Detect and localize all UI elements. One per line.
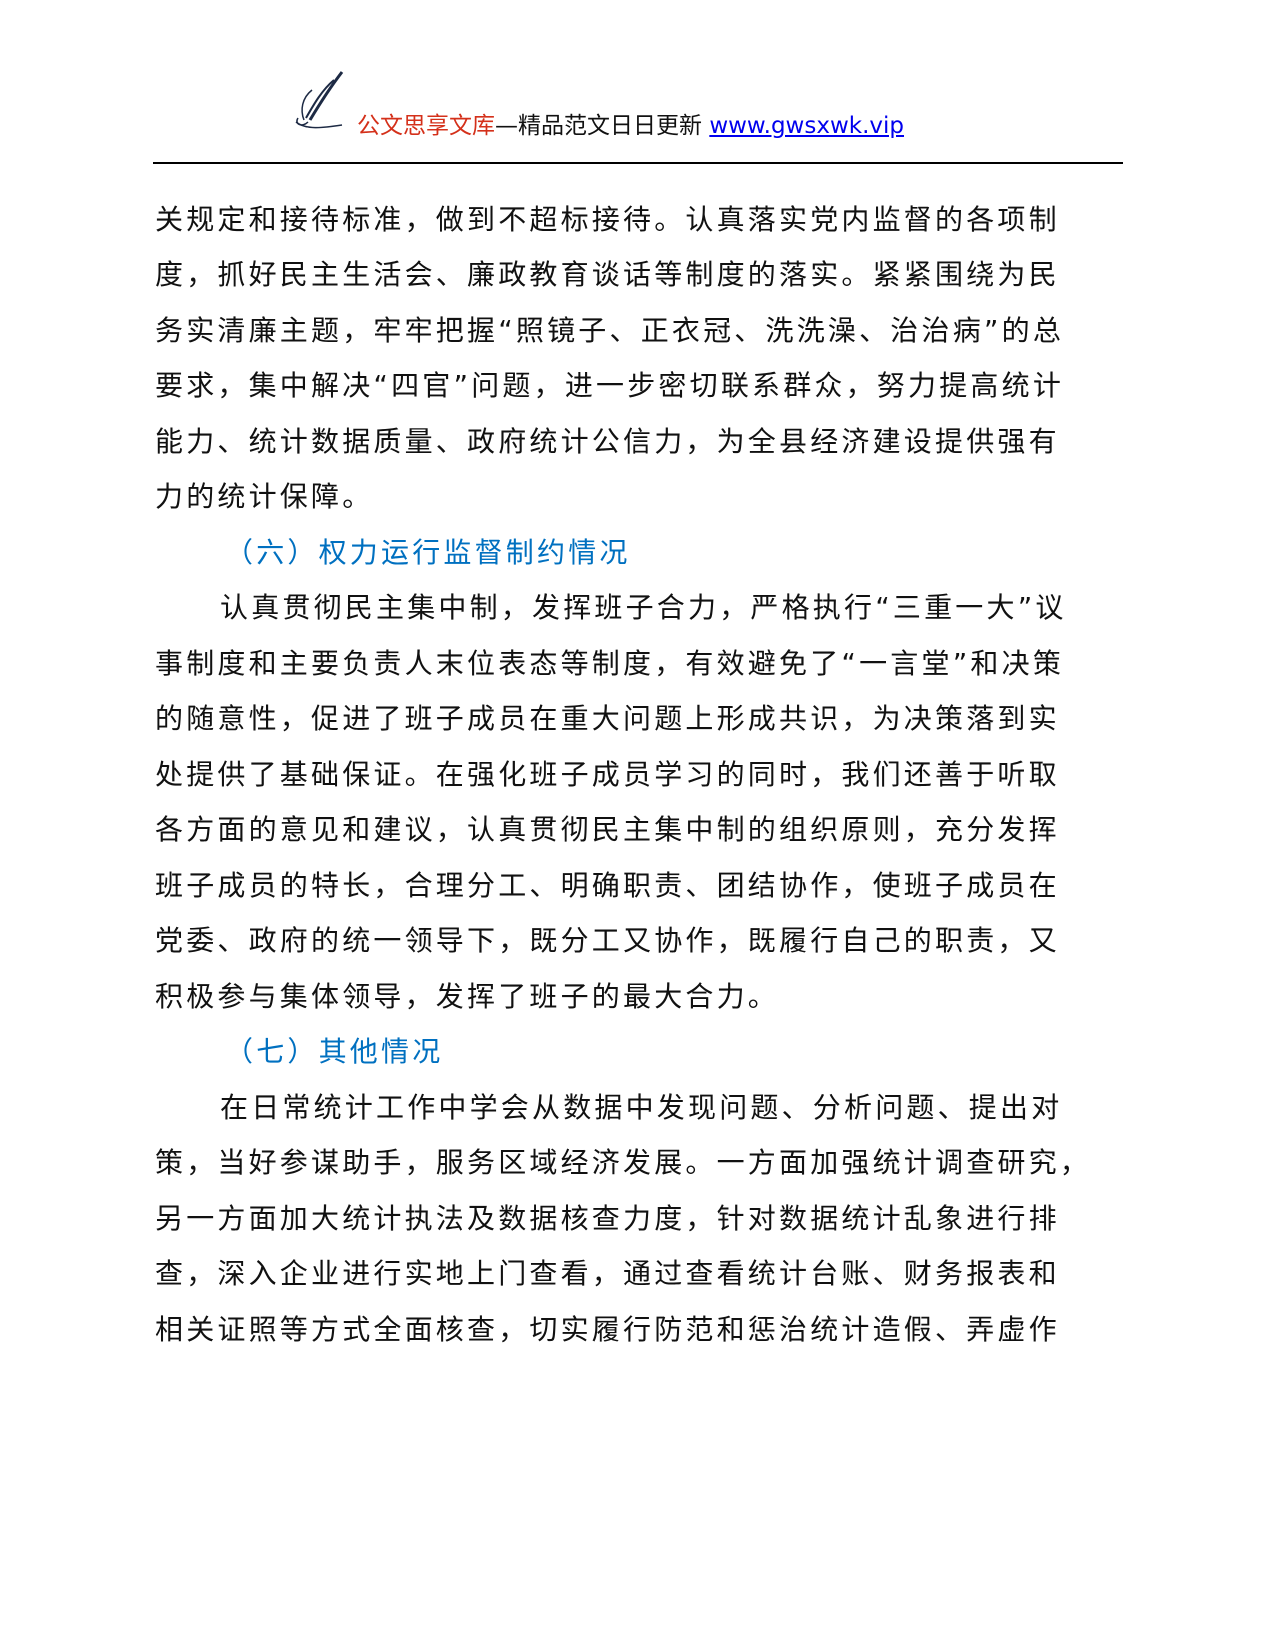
text-line: 在日常统计工作中学会从数据中发现问题、分析问题、提出对 xyxy=(220,1091,1063,1124)
text-line: 相关证照等方式全面核查，切实履行防范和惩治统计造假、弄虚作 xyxy=(155,1313,1060,1346)
header-divider xyxy=(153,162,1123,164)
text-line: 积极参与集体领导，发挥了班子的最大合力。 xyxy=(155,980,780,1013)
text-line: 能力、统计数据质量、政府统计公信力，为全县经济建设提供强有 xyxy=(155,425,1060,458)
text-line: 的随意性，促进了班子成员在重大问题上形成共识，为决策落到实 xyxy=(155,702,1060,735)
section-heading: （六）权力运行监督制约情况 xyxy=(225,536,631,569)
text-line: 力的统计保障。 xyxy=(155,480,374,513)
text-line: 务实清廉主题，牢牢把握“照镜子、正衣冠、洗洗澡、治治病”的总 xyxy=(155,314,1065,347)
site-link[interactable]: www.gwsxwk.vip xyxy=(709,113,904,139)
text-line: 各方面的意见和建议，认真贯彻民主集中制的组织原则，充分发挥 xyxy=(155,813,1060,846)
text-line: 党委、政府的统一领导下，既分工又协作，既履行自己的职责，又 xyxy=(155,924,1060,957)
text-line: 要求，集中解决“四官”问题，进一步密切联系群众，努力提高统计 xyxy=(155,369,1065,402)
text-line: 认真贯彻民主集中制，发挥班子合力，严格执行“三重一大”议 xyxy=(220,591,1067,624)
page-header: 公文思享文库—精品范文日日更新 www.gwsxwk.vip xyxy=(0,70,1275,140)
text-line: 处提供了基础保证。在强化班子成员学习的同时，我们还善于听取 xyxy=(155,758,1060,791)
text-line: 策，当好参谋助手，服务区域经济发展。一方面加强统计调查研究， xyxy=(155,1146,1092,1179)
text-line: 关规定和接待标准，做到不超标接待。认真落实党内监督的各项制 xyxy=(155,203,1060,236)
text-line: 另一方面加大统计执法及数据核查力度，针对数据统计乱象进行排 xyxy=(155,1202,1060,1235)
header-text: 公文思享文库—精品范文日日更新 www.gwsxwk.vip xyxy=(357,106,904,140)
section-heading: （七）其他情况 xyxy=(225,1035,444,1068)
brand-name: 公文思享文库 xyxy=(357,113,495,139)
text-line: 事制度和主要负责人末位表态等制度，有效避免了“一言堂”和决策 xyxy=(155,647,1065,680)
quill-pen-icon xyxy=(295,71,344,129)
tagline: —精品范文日日更新 xyxy=(495,113,710,139)
text-line: 查，深入企业进行实地上门查看，通过查看统计台账、财务报表和 xyxy=(155,1257,1060,1290)
text-line: 度，抓好民主生活会、廉政教育谈话等制度的落实。紧紧围绕为民 xyxy=(155,258,1060,291)
text-line: 班子成员的特长，合理分工、明确职责、团结协作，使班子成员在 xyxy=(155,869,1060,902)
